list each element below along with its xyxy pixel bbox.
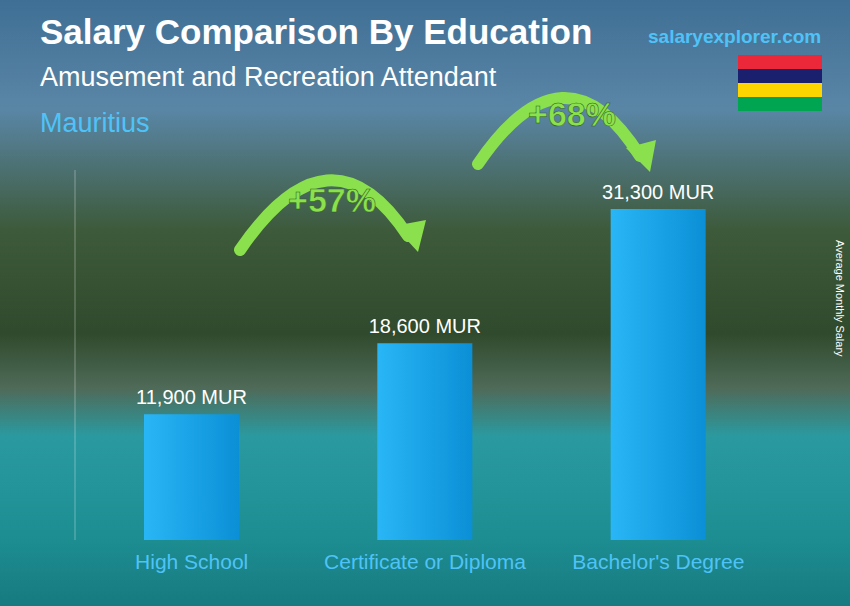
svg-text:31,300 MUR: 31,300 MUR bbox=[602, 181, 714, 203]
svg-text:Bachelor's Degree: Bachelor's Degree bbox=[572, 550, 744, 573]
html-text:Average Monthly Salary: Average Monthly Salary bbox=[834, 240, 846, 357]
html-text:Salary Comparison By Education: Salary Comparison By Education bbox=[40, 12, 593, 51]
svg-text:High School: High School bbox=[135, 550, 248, 573]
svg-text:+68%: +68% bbox=[528, 95, 616, 133]
svg-text:Certificate or Diploma: Certificate or Diploma bbox=[324, 550, 526, 573]
svg-text:+57%: +57% bbox=[288, 181, 376, 219]
svg-text:18,600 MUR: 18,600 MUR bbox=[369, 315, 481, 337]
html-text:salaryexplorer.com: salaryexplorer.com bbox=[648, 26, 822, 47]
html-text:Amusement and Recreation Atten: Amusement and Recreation Attendant bbox=[40, 62, 497, 92]
svg-text:11,900 MUR: 11,900 MUR bbox=[136, 386, 247, 408]
html-text:Mauritius: Mauritius bbox=[40, 108, 150, 138]
